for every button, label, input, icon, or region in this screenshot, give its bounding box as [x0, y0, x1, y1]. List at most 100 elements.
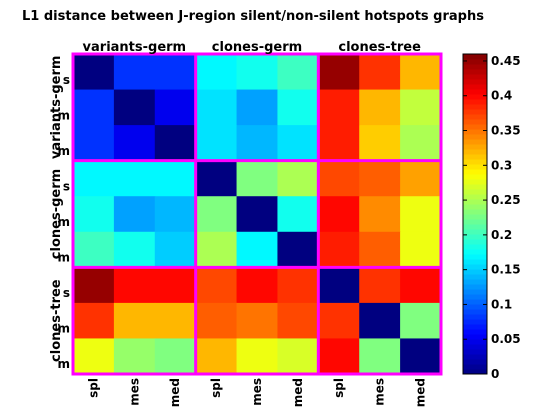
colorbar-segment — [463, 354, 487, 360]
heatmap-cell — [154, 338, 197, 375]
colorbar-segment — [463, 174, 487, 180]
colorbar-segment — [463, 144, 487, 150]
heatmap-cell — [195, 196, 238, 233]
colorbar-segment — [463, 54, 487, 60]
heatmap-cell — [359, 338, 401, 375]
heatmap-cell — [400, 338, 442, 375]
heatmap-cell — [195, 54, 238, 91]
x-tick-label: med — [414, 378, 428, 407]
heatmap-cell — [73, 338, 115, 375]
heatmap-cell — [154, 231, 197, 268]
colorbar-segment — [463, 69, 487, 75]
colorbar-segment — [463, 184, 487, 190]
colorbar-segment — [463, 304, 487, 310]
colorbar-segment — [463, 139, 487, 145]
heatmap-cell — [113, 125, 156, 162]
colorbar-tick-label: 0.25 — [491, 193, 521, 207]
heatmap-cell — [195, 338, 238, 375]
heatmap-cell — [236, 196, 278, 233]
group-label-left: variants-germ — [49, 56, 64, 160]
heatmap-cell — [113, 302, 156, 339]
colorbar-segment — [463, 254, 487, 260]
heatmap-cell — [195, 231, 238, 268]
heatmap-cell — [400, 267, 442, 304]
heatmap-cell — [359, 89, 401, 126]
heatmap-cell — [113, 231, 156, 268]
colorbar-segment — [463, 164, 487, 170]
colorbar: 0 0.05 0.1 0.15 0.2 0.25 0.3 0.35 0.4 0.45 — [462, 53, 521, 381]
colorbar-segment — [463, 99, 487, 105]
heatmap-cell — [73, 231, 115, 268]
heatmap-frame — [71, 52, 443, 376]
colorbar-segment — [463, 329, 487, 335]
heatmap-cell — [73, 125, 115, 162]
heatmap-cell — [277, 54, 319, 91]
colorbar-segment — [463, 194, 487, 200]
colorbar-segment — [463, 214, 487, 220]
heatmap-cell — [318, 125, 360, 162]
colorbar-segment — [463, 94, 487, 100]
colorbar-segment — [463, 124, 487, 130]
heatmap-cell — [400, 54, 442, 91]
colorbar-segment — [463, 319, 487, 325]
heatmap-cell — [73, 54, 115, 91]
colorbar-segment — [463, 269, 487, 275]
colorbar-segment — [463, 209, 487, 215]
heatmap-cell — [359, 231, 401, 268]
colorbar-tick-label: 0.3 — [491, 158, 512, 172]
heatmap-cell — [400, 231, 442, 268]
heatmap-cell — [195, 125, 238, 162]
colorbar-segment — [463, 289, 487, 295]
colorbar-segment — [463, 264, 487, 270]
heatmap-cell — [236, 160, 278, 197]
heatmap-cell — [318, 302, 360, 339]
heatmap-cell — [73, 89, 115, 126]
colorbar-segment — [463, 259, 487, 265]
x-tick-label: mes — [250, 378, 264, 406]
heatmap-cell — [113, 338, 156, 375]
heatmap-cell — [277, 89, 319, 126]
colorbar-segment — [463, 224, 487, 230]
heatmap-cell — [195, 302, 238, 339]
colorbar-segment — [463, 74, 487, 80]
heatmap-cell — [236, 89, 278, 126]
colorbar-segment — [463, 314, 487, 320]
colorbar-segment — [463, 359, 487, 365]
x-tick-label: med — [291, 378, 305, 407]
heatmap-cell — [113, 54, 156, 91]
colorbar-segment — [463, 309, 487, 315]
colorbar-segment — [463, 239, 487, 245]
colorbar-segment — [463, 369, 487, 375]
heatmap-cell — [236, 267, 278, 304]
y-tick-label: s — [63, 179, 70, 193]
heatmap-cell — [318, 89, 360, 126]
colorbar-segment — [463, 149, 487, 155]
heatmap-cell — [400, 160, 442, 197]
heatmap-cell — [154, 125, 197, 162]
heatmap-cell — [236, 125, 278, 162]
heatmap-cell — [236, 54, 278, 91]
colorbar-segment — [463, 244, 487, 250]
colorbar-segment — [463, 159, 487, 165]
heatmap-cell — [277, 125, 319, 162]
colorbar-tick-label: 0.2 — [491, 228, 512, 242]
colorbar-segment — [463, 64, 487, 70]
y-tick-label: s — [63, 73, 70, 87]
colorbar-segment — [463, 169, 487, 175]
heatmap-cell — [359, 196, 401, 233]
heatmap-cell — [154, 54, 197, 91]
colorbar-tick-label: 0 — [491, 367, 499, 381]
heatmap-cell — [154, 160, 197, 197]
heatmap-cell — [113, 267, 156, 304]
colorbar-segment — [463, 104, 487, 110]
heatmap-cell — [400, 125, 442, 162]
colorbar-segment — [463, 79, 487, 85]
y-tick-label: m — [57, 357, 70, 371]
heatmap-cell — [195, 160, 238, 197]
heatmap-cell — [113, 196, 156, 233]
colorbar-segment — [463, 279, 487, 285]
colorbar-tick-label: 0.45 — [491, 54, 521, 68]
group-label-top: clones-germ — [212, 40, 302, 55]
heatmap-cell — [318, 338, 360, 375]
